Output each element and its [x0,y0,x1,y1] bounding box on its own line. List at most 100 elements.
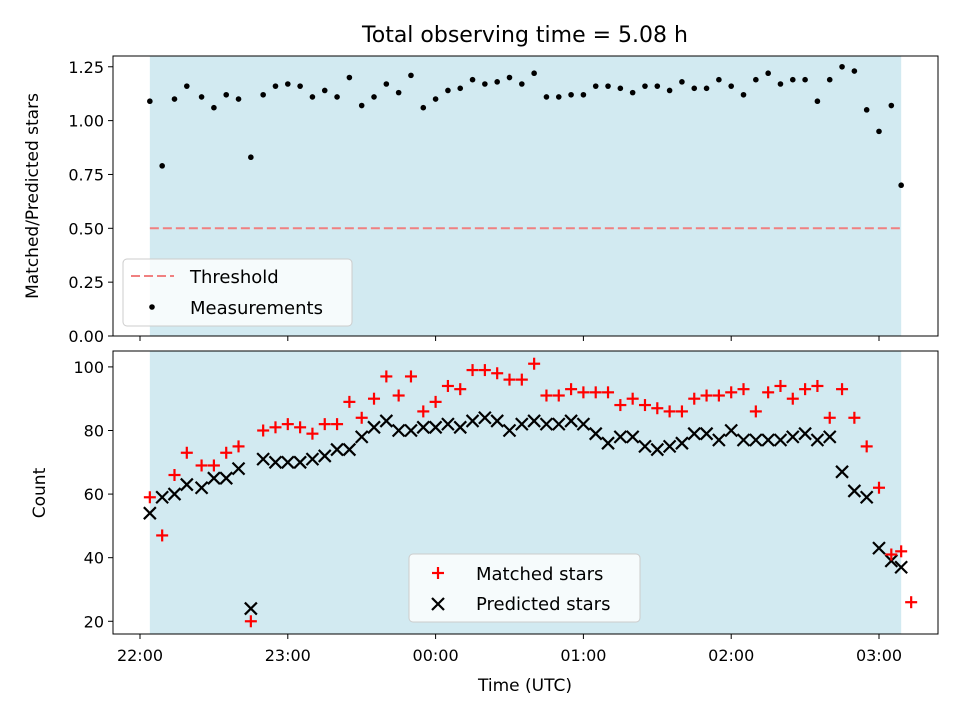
matched-point [552,389,565,402]
top-axes-frame [112,55,939,337]
predicted-point [588,426,603,441]
matched-point [836,383,849,396]
measurement-point [248,154,254,161]
predicted-point [638,439,652,454]
bottom-x-ticks: 22:00 23:00 00:00 01:00 02:00 03:00 [117,634,902,665]
predicted-point [231,461,246,476]
measurement-point [605,83,611,89]
predicted-point [662,439,677,454]
predicted-point [749,433,763,447]
predicted-point [613,430,628,444]
predicted-point [675,436,689,450]
measurement-point [888,102,895,109]
measurement-point [580,91,587,98]
measurement-point [457,85,464,92]
matched-point [602,386,615,399]
top-y-tick-label: 1.25 [68,58,104,77]
measurement-point [445,87,451,94]
predicted-point [330,442,344,457]
predicted-point [847,484,862,498]
predicted-point [256,452,270,466]
matched-point [688,392,701,405]
measurement-point [408,72,414,79]
predicted-point [143,506,157,520]
matched-point [269,421,282,434]
predicted-point [859,490,874,505]
matched-point [860,440,873,453]
matched-point [905,596,918,609]
measurement-point [371,94,377,100]
predicted-point [650,442,665,457]
matched-point [294,421,307,434]
bottom-x-tick-label: 22:00 [117,646,163,665]
measurement-point [654,83,661,89]
measurement-point [198,94,205,100]
matched-point [454,383,467,396]
measurement-point [898,182,904,189]
predicted-point [465,414,480,428]
matched-point [343,395,356,408]
predicted-point [180,477,194,492]
measurement-point [272,83,279,89]
top-y-tick-label: 0.00 [68,327,104,346]
predicted-point [453,420,468,435]
measurement-point [494,79,500,85]
bottom-panel: 20 40 60 80 100 22:00 23:00 00:00 01:00 02:00 03:… [30,350,939,696]
matched-point [207,459,220,472]
legend-measurements-label: Measurements [190,298,323,319]
predicted-point [317,449,332,463]
measurement-point [395,89,402,96]
predicted-point [687,426,702,441]
matched-point [318,418,331,431]
measurement-point [469,76,476,83]
measurement-point [334,94,340,100]
legend-threshold-label: Threshold [189,267,279,288]
matched-point [651,402,664,415]
predicted-point [699,426,714,441]
predicted-point [219,471,233,485]
measurement-point [543,94,550,100]
predicted-point [428,420,443,435]
legend-predicted-label: Predicted stars [476,594,610,615]
bottom-axes-frame [112,350,939,635]
predicted-point [490,414,504,428]
top-y-tick-label: 0.75 [68,165,104,184]
matched-point [143,491,156,504]
predicted-point [625,430,640,444]
measurement-point [691,85,698,92]
legend-matched-swatch [432,567,444,579]
predicted-point [268,455,283,470]
legend-predicted-swatch [431,597,445,611]
predicted-point [872,541,886,555]
bottom-y-tick-label: 100 [73,358,104,377]
matched-point [528,357,541,370]
measurement-point [666,87,673,94]
matched-point [168,469,181,482]
predicted-point [798,426,812,441]
measurement-point [321,87,328,94]
predicted-point [527,414,541,428]
matched-point [478,364,491,377]
top-y-ticks: 0.00 0.25 0.50 0.75 1.00 1.25 [68,58,113,346]
predicted-point [539,417,554,431]
predicted-point [601,436,615,450]
matched-point [786,392,799,405]
matched-point [799,383,812,396]
matched-point [675,405,688,418]
measurement-point [235,96,242,102]
top-chart-title: Total observing time = 5.08 h [361,23,688,48]
matched-point [712,389,725,402]
bottom-x-tick-label: 23:00 [265,646,311,665]
matched-point [156,529,169,542]
predicted-point [404,423,418,438]
measurement-point [592,83,599,89]
bottom-y-axis-label: Count [30,467,50,518]
top-legend: Threshold Measurements [122,258,353,327]
top-legend-box [122,258,353,327]
matched-point [873,481,885,494]
matched-point [737,383,750,396]
predicted-point [736,433,751,447]
top-y-axis-label: Matched/Predicted stars [23,93,43,299]
measurement-point [679,79,685,85]
